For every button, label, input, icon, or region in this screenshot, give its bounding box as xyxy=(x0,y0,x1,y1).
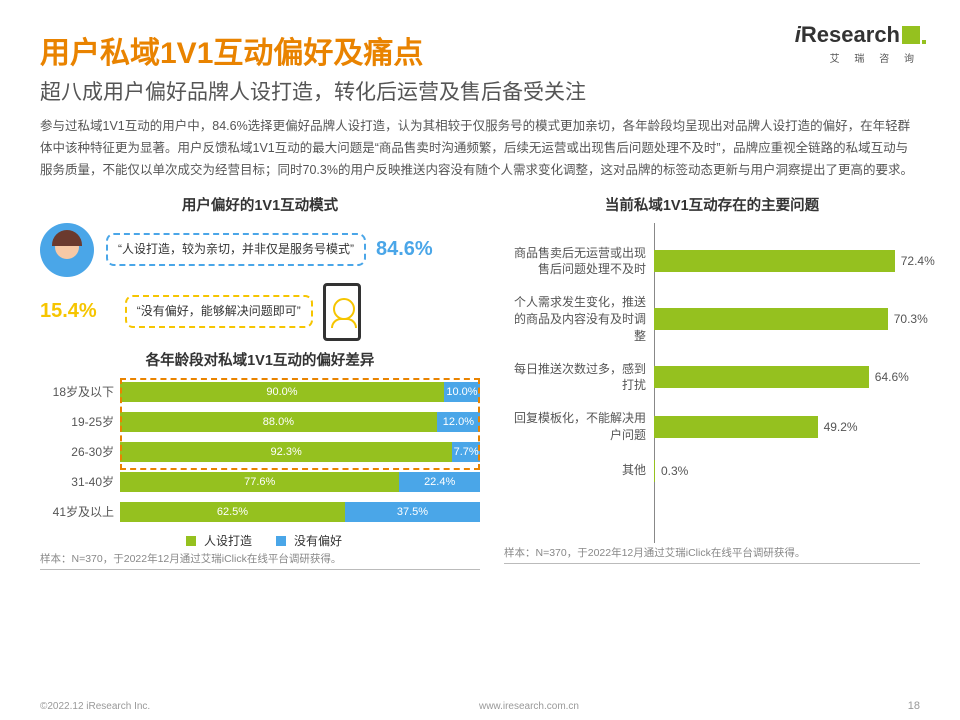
hbar-label: 商品售卖后无运营或出现售后问题处理不及时 xyxy=(504,245,654,279)
hbar-track: 70.3% xyxy=(654,308,920,330)
hbar-value: 70.3% xyxy=(888,308,928,330)
page-subtitle: 超八成用户偏好品牌人设打造，转化后运营及售后备受关注 xyxy=(40,76,920,106)
hbar-label: 其他 xyxy=(504,462,654,479)
body-paragraph: 参与过私域1V1互动的用户中，84.6%选择更偏好品牌人设打造，认为其相较于仅服… xyxy=(40,116,920,182)
stack-row: 26-30岁92.3%7.7% xyxy=(40,438,480,466)
hbar-track: 49.2% xyxy=(654,416,920,438)
pref-b-bubble: “没有偏好，能够解决问题即可” xyxy=(125,295,313,328)
hbar-label: 个人需求发生变化，推送的商品及内容没有及时调整 xyxy=(504,294,654,344)
hbar-track: 72.4% xyxy=(654,250,920,272)
hbar-value: 72.4% xyxy=(895,250,935,272)
footer-url: www.iresearch.com.cn xyxy=(479,701,579,712)
stack-row-label: 31-40岁 xyxy=(40,473,120,490)
hbar-value: 49.2% xyxy=(818,416,858,438)
stack-row-label: 41岁及以上 xyxy=(40,503,120,520)
horizontal-bar-chart: 商品售卖后无运营或出现售后问题处理不及时72.4%个人需求发生变化，推送的商品及… xyxy=(504,223,920,543)
pref-option-b: 15.4% “没有偏好，能够解决问题即可” xyxy=(40,283,480,341)
stack-seg-a: 88.0% xyxy=(120,412,437,432)
right-column: 当前私域1V1互动存在的主要问题 商品售卖后无运营或出现售后问题处理不及时72.… xyxy=(504,190,920,570)
note-left: 样本：N=370，于2022年12月通过艾瑞iClick在线平台调研获得。 xyxy=(40,551,480,570)
note-right: 样本：N=370，于2022年12月通过艾瑞iClick在线平台调研获得。 xyxy=(504,545,920,564)
pref-title: 用户偏好的1V1互动模式 xyxy=(40,194,480,215)
stack-row-label: 19-25岁 xyxy=(40,413,120,430)
logo-text: iResearch xyxy=(795,22,920,48)
left-column: 用户偏好的1V1互动模式 “人设打造，较为亲切，并非仅是服务号模式” 84.6%… xyxy=(40,190,480,570)
footer: ©2022.12 iResearch Inc. www.iresearch.co… xyxy=(40,700,920,712)
stack-seg-a: 77.6% xyxy=(120,472,399,492)
logo-subtitle: 艾 瑞 咨 询 xyxy=(795,50,920,65)
stack-seg-b: 10.0% xyxy=(444,382,480,402)
hbar-value: 0.3% xyxy=(655,460,688,482)
stack-seg-b: 7.7% xyxy=(452,442,480,462)
pref-option-a: “人设打造，较为亲切，并非仅是服务号模式” 84.6% xyxy=(40,223,480,277)
hbar-row: 商品售卖后无运营或出现售后问题处理不及时72.4% xyxy=(504,245,920,279)
pref-a-text: “人设打造，较为亲切，并非仅是服务号模式” xyxy=(118,242,354,256)
hbar-row: 每日推送次数过多，感到打扰64.6% xyxy=(504,361,920,395)
pref-b-pct: 15.4% xyxy=(40,300,97,323)
pref-a-bubble: “人设打造，较为亲切，并非仅是服务号模式” xyxy=(106,233,366,266)
stack-row-label: 18岁及以下 xyxy=(40,383,120,400)
stack-bar: 90.0%10.0% xyxy=(120,382,480,402)
stack-row: 41岁及以上62.5%37.5% xyxy=(40,498,480,526)
hbar-bar: 70.3% xyxy=(654,308,888,330)
hbar-title: 当前私域1V1互动存在的主要问题 xyxy=(504,194,920,215)
stack-row: 31-40岁77.6%22.4% xyxy=(40,468,480,496)
pref-a-pct: 84.6% xyxy=(376,238,433,261)
page-number: 18 xyxy=(908,700,920,712)
pref-b-text: “没有偏好，能够解决问题即可” xyxy=(137,304,301,318)
hbar-bar: 64.6% xyxy=(654,366,869,388)
stack-seg-b: 22.4% xyxy=(399,472,480,492)
hbar-bar: 0.3% xyxy=(654,460,655,482)
stack-row-label: 26-30岁 xyxy=(40,443,120,460)
hbar-bar: 72.4% xyxy=(654,250,895,272)
hbar-label: 每日推送次数过多，感到打扰 xyxy=(504,361,654,395)
page-title: 用户私域1V1互动偏好及痛点 xyxy=(40,28,920,72)
stack-bar: 77.6%22.4% xyxy=(120,472,480,492)
stack-bar: 92.3%7.7% xyxy=(120,442,480,462)
stack-bar: 88.0%12.0% xyxy=(120,412,480,432)
stack-seg-b: 37.5% xyxy=(345,502,480,522)
logo: iResearch 艾 瑞 咨 询 xyxy=(795,22,920,65)
stacked-bar-chart: 18岁及以下90.0%10.0%19-25岁88.0%12.0%26-30岁92… xyxy=(40,378,480,526)
hbar-bar: 49.2% xyxy=(654,416,818,438)
hbar-row: 个人需求发生变化，推送的商品及内容没有及时调整70.3% xyxy=(504,294,920,344)
stack-seg-a: 90.0% xyxy=(120,382,444,402)
hbar-row: 其他0.3% xyxy=(504,460,920,482)
stack-seg-a: 62.5% xyxy=(120,502,345,522)
hbar-row: 回复模板化，不能解决用户问题49.2% xyxy=(504,410,920,444)
hbar-value: 64.6% xyxy=(869,366,909,388)
stack-seg-b: 12.0% xyxy=(437,412,480,432)
copyright: ©2022.12 iResearch Inc. xyxy=(40,701,150,712)
phone-icon xyxy=(323,283,361,341)
stack-bar: 62.5%37.5% xyxy=(120,502,480,522)
stack-row: 18岁及以下90.0%10.0% xyxy=(40,378,480,406)
hbar-track: 64.6% xyxy=(654,366,920,388)
stack-seg-a: 92.3% xyxy=(120,442,452,462)
stack-title: 各年龄段对私域1V1互动的偏好差异 xyxy=(40,349,480,370)
stack-row: 19-25岁88.0%12.0% xyxy=(40,408,480,436)
stack-legend: 人设打造没有偏好 xyxy=(40,532,480,549)
hbar-label: 回复模板化，不能解决用户问题 xyxy=(504,410,654,444)
avatar-icon xyxy=(40,223,94,277)
hbar-track: 0.3% xyxy=(654,460,920,482)
